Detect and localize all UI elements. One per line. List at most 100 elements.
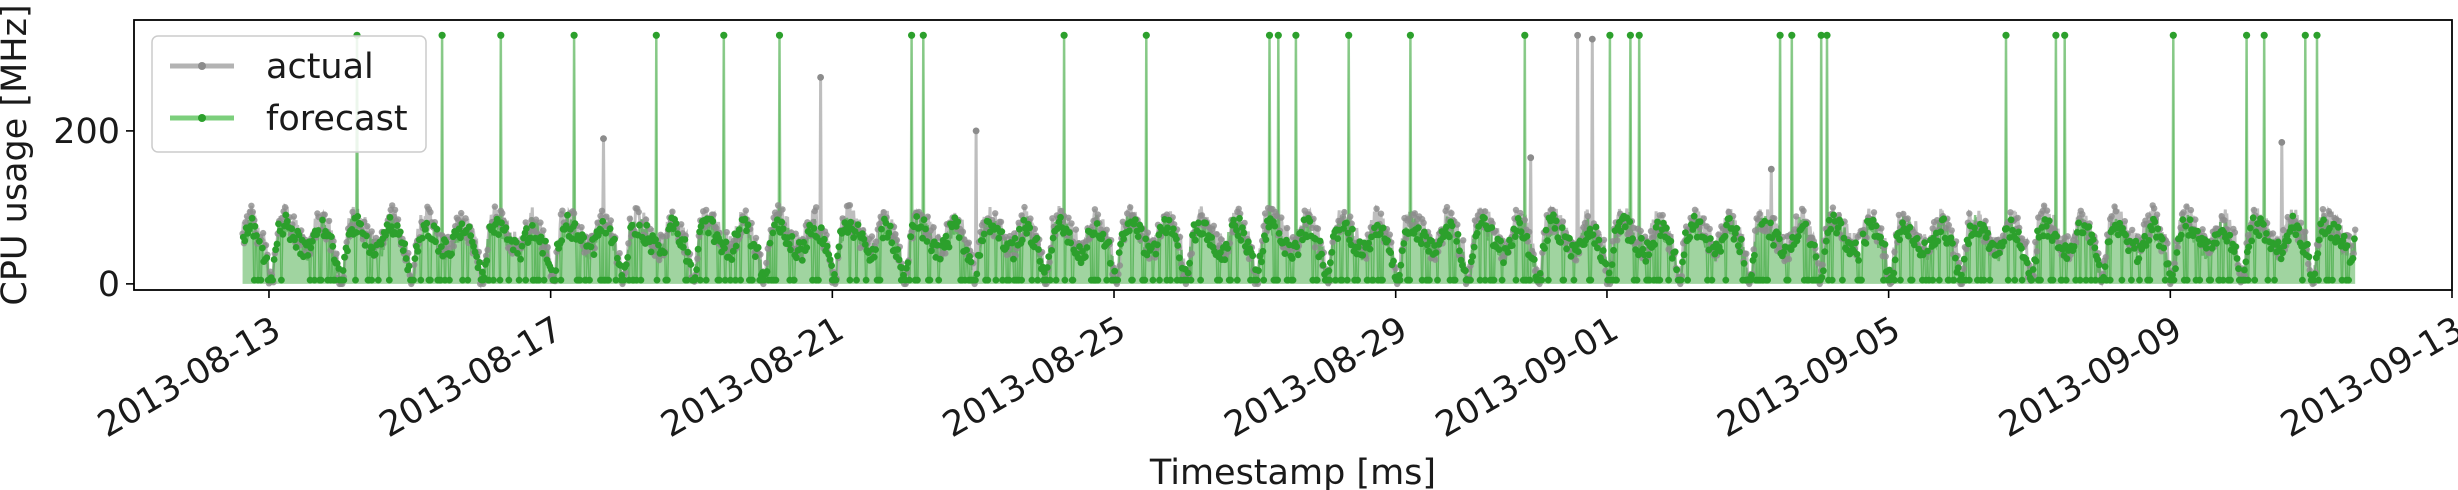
forecast-point [476, 259, 483, 266]
forecast-point [433, 225, 441, 233]
forecast-point [248, 214, 256, 222]
forecast-point [1265, 223, 1273, 231]
actual-point [1235, 205, 1242, 212]
forecast-point [2164, 260, 2172, 268]
forecast-spike-point [908, 31, 916, 39]
forecast-point [2106, 238, 2113, 246]
forecast-point [1061, 276, 1069, 284]
forecast-spike-point [2002, 31, 2010, 39]
forecast-point [2170, 276, 2178, 284]
forecast-point [2179, 216, 2187, 224]
forecast-point [920, 216, 928, 224]
actual-point [1460, 237, 1467, 244]
forecast-point [973, 270, 981, 278]
forecast-point [1825, 216, 1833, 224]
forecast-point [1770, 242, 1777, 249]
forecast-point [2076, 276, 2084, 284]
forecast-point [1949, 240, 1956, 247]
actual-spike-point [1574, 31, 1581, 39]
actual-point [1725, 208, 1732, 216]
forecast-point [1859, 230, 1867, 238]
actual-point [1341, 208, 1348, 216]
forecast-point [2204, 238, 2212, 246]
forecast-point [1633, 276, 1641, 284]
actual-point [2174, 243, 2181, 251]
actual-point [1144, 229, 1152, 236]
actual-point [1715, 231, 1722, 238]
forecast-point [680, 243, 687, 251]
forecast-point [1114, 276, 1122, 284]
actual-point [625, 240, 632, 247]
actual-point [1929, 225, 1936, 232]
forecast-point [2235, 265, 2242, 273]
forecast-point [2233, 255, 2241, 262]
actual-point [663, 232, 670, 240]
actual-point [2043, 207, 2051, 214]
forecast-point [1462, 267, 1469, 275]
forecast-point [1934, 237, 1942, 245]
forecast-point [2343, 242, 2351, 250]
actual-spike-point [817, 74, 824, 81]
forecast-point [1326, 276, 1334, 284]
forecast-point [1067, 239, 1075, 247]
actual-point [1261, 210, 1269, 217]
forecast-point [427, 276, 434, 284]
forecast-point [1199, 230, 1207, 238]
forecast-point [1896, 236, 1903, 244]
forecast-point [743, 227, 750, 235]
forecast-point [1684, 276, 1691, 284]
forecast-point [620, 276, 628, 284]
forecast-point [1679, 258, 1686, 266]
forecast-point [1233, 276, 1241, 284]
forecast-point [537, 233, 545, 241]
forecast-point [2004, 276, 2012, 284]
forecast-point [2245, 243, 2253, 251]
actual-point [1900, 210, 1907, 218]
forecast-point [1761, 217, 1769, 225]
forecast-point [1094, 276, 1102, 284]
forecast-point [954, 218, 962, 226]
forecast-spike-point [438, 31, 446, 39]
actual-point [2244, 232, 2252, 239]
forecast-point [1828, 276, 1836, 284]
forecast-point [741, 215, 749, 223]
forecast-spike-point [1274, 31, 1282, 39]
forecast-point [314, 227, 322, 234]
actual-point [2145, 212, 2152, 219]
forecast-point [1131, 216, 1139, 224]
forecast-point [885, 229, 893, 237]
forecast-point [1470, 243, 1478, 251]
forecast-point [653, 276, 661, 284]
forecast-point [1120, 235, 1127, 243]
forecast-point [870, 253, 878, 261]
forecast-point [2315, 276, 2322, 284]
forecast-point [2334, 223, 2342, 231]
forecast-point [1035, 246, 1042, 253]
forecast-point [517, 255, 524, 263]
forecast-point [907, 233, 915, 241]
forecast-point [1442, 223, 1450, 231]
forecast-point [354, 213, 362, 220]
forecast-point [2232, 243, 2240, 251]
y-axis-label: CPU usage [MHz] [0, 4, 35, 305]
actual-point [2032, 238, 2039, 246]
forecast-point [1453, 238, 1460, 245]
forecast-point [803, 244, 811, 252]
forecast-spike-point [2061, 31, 2069, 39]
forecast-point [652, 236, 659, 243]
actual-point [2040, 202, 2048, 209]
actual-point [1600, 236, 1608, 244]
forecast-point [2213, 239, 2220, 247]
forecast-point [344, 247, 351, 255]
actual-point [1373, 205, 1380, 212]
forecast-point [672, 220, 680, 227]
forecast-point [1586, 225, 1594, 233]
forecast-point [1142, 235, 1149, 243]
forecast-point [1167, 276, 1174, 284]
actual-point [1003, 251, 1011, 259]
forecast-point [1919, 251, 1927, 259]
actual-point [2177, 224, 2184, 231]
forecast-point [2101, 263, 2109, 270]
forecast-point [1258, 258, 1265, 266]
actual-point [2164, 240, 2171, 247]
